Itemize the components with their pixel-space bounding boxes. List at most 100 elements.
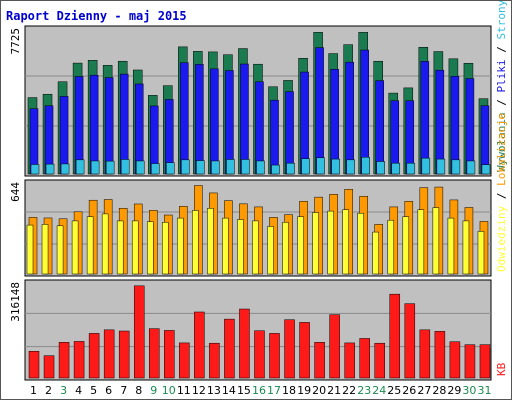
bar-pliki-day-1: [29, 108, 39, 175]
bar-pliki-day-5: [89, 74, 99, 175]
bar-odwiedziny-day-3: [56, 225, 64, 275]
bar-odwiedziny-day-17: [267, 226, 274, 275]
day-label-30: 30: [462, 384, 476, 397]
day-label-1: 1: [30, 384, 37, 397]
bar-odwiedziny-day-18: [282, 222, 289, 275]
bar-strony-day-4: [75, 159, 85, 175]
bar-odwiedziny-day-16: [252, 220, 259, 275]
bar-odwiedziny-day-28: [432, 207, 440, 275]
bar-strony-day-5: [90, 160, 100, 175]
bar-kb-day-28: [434, 331, 446, 379]
bar-kb-day-5: [88, 333, 100, 379]
bar-strony-day-18: [286, 162, 295, 175]
bar-odwiedziny-day-29: [447, 217, 455, 275]
bar-strony-day-14: [226, 159, 235, 175]
bar-odwiedziny-day-2: [41, 224, 49, 275]
bar-kb-day-1: [28, 350, 40, 379]
bar-kb-day-9: [149, 328, 160, 379]
bar-odwiedziny-day-25: [387, 219, 395, 275]
bar-kb-day-18: [284, 319, 295, 379]
day-label-24: 24: [372, 384, 386, 397]
bar-kb-day-19: [299, 322, 310, 379]
bar-pliki-day-27: [420, 61, 430, 175]
day-label-25: 25: [387, 384, 401, 397]
bar-kb-day-29: [449, 341, 461, 379]
middle-panel-legend: Odwiedziny / Lokalizacje: [495, 113, 508, 272]
bar-kb-day-20: [314, 342, 325, 379]
bar-odwiedziny-day-15: [237, 219, 244, 275]
bar-pliki-day-12: [195, 64, 204, 175]
bar-strony-day-28: [436, 158, 446, 175]
bar-kb-day-13: [209, 342, 220, 379]
day-label-22: 22: [342, 384, 356, 397]
bar-kb-day-14: [224, 318, 235, 379]
day-label-29: 29: [447, 384, 461, 397]
bar-strony-day-16: [256, 160, 265, 175]
bar-odwiedziny-day-5: [86, 216, 94, 275]
bar-odwiedziny-day-11: [177, 217, 184, 275]
bar-strony-day-27: [421, 157, 431, 175]
bar-kb-day-27: [419, 329, 431, 379]
top-panel-legend-part-1: /: [495, 93, 508, 113]
day-label-2: 2: [45, 384, 52, 397]
top-panel-legend-part-2: Pliki: [495, 59, 508, 92]
day-label-3: 3: [60, 384, 67, 397]
bar-strony-day-17: [271, 164, 280, 175]
bar-odwiedziny-day-27: [417, 209, 425, 275]
top-panel-legend-part-0: Wywołania: [495, 112, 508, 172]
bar-kb-day-21: [329, 314, 340, 379]
bar-pliki-day-4: [74, 76, 84, 175]
bar-pliki-day-6: [104, 77, 114, 175]
bar-odwiedziny-day-12: [192, 210, 199, 275]
bar-strony-day-13: [211, 160, 220, 175]
bar-strony-day-10: [166, 162, 175, 175]
bar-pliki-day-7: [119, 73, 129, 175]
top-panel-legend-part-3: /: [495, 40, 508, 60]
middle-panel-legend-part-2: Lokalizacje: [495, 113, 508, 186]
bar-strony-day-19: [301, 158, 310, 175]
bar-strony-day-21: [331, 158, 340, 175]
bar-kb-day-10: [164, 330, 175, 379]
bar-pliki-day-13: [210, 68, 219, 175]
bar-kb-day-16: [254, 330, 265, 379]
day-label-26: 26: [402, 384, 416, 397]
day-label-21: 21: [327, 384, 341, 397]
bar-kb-day-24: [374, 342, 385, 379]
bar-odwiedziny-day-13: [207, 208, 214, 275]
bar-odwiedziny-day-23: [357, 212, 364, 275]
bar-strony-day-9: [151, 163, 160, 175]
day-label-4: 4: [75, 384, 82, 397]
day-label-31: 31: [477, 384, 491, 397]
bar-kb-day-2: [43, 355, 55, 379]
bar-kb-day-4: [73, 341, 85, 379]
bottom-panel-max-label: 316148: [9, 282, 22, 322]
bottom-panel-legend-part-0: KB: [495, 362, 508, 376]
bar-odwiedziny-day-4: [71, 220, 79, 275]
day-label-12: 12: [192, 384, 206, 397]
bar-kb-day-17: [269, 333, 280, 379]
day-label-10: 10: [162, 384, 176, 397]
bar-pliki-day-20: [315, 47, 324, 175]
bar-kb-day-23: [359, 338, 370, 379]
day-label-7: 7: [120, 384, 127, 397]
day-label-28: 28: [432, 384, 446, 397]
bar-kb-day-6: [103, 329, 115, 379]
day-label-15: 15: [237, 384, 251, 397]
day-label-17: 17: [267, 384, 281, 397]
bar-pliki-day-18: [285, 91, 294, 175]
bar-kb-day-31: [479, 344, 491, 379]
bar-strony-day-12: [196, 160, 205, 175]
top-panel-max-label: 7725: [9, 28, 22, 55]
bar-odwiedziny-day-14: [222, 217, 229, 275]
day-label-14: 14: [222, 384, 236, 397]
middle-panel-legend-part-1: /: [495, 186, 508, 206]
bar-kb-day-15: [239, 308, 250, 379]
bar-strony-day-26: [406, 162, 416, 175]
bar-strony-day-31: [481, 164, 491, 175]
bar-strony-day-15: [241, 159, 250, 175]
top-panel-legend-part-4: Strony: [495, 1, 508, 40]
bar-odwiedziny-day-24: [372, 231, 379, 275]
day-label-6: 6: [105, 384, 112, 397]
